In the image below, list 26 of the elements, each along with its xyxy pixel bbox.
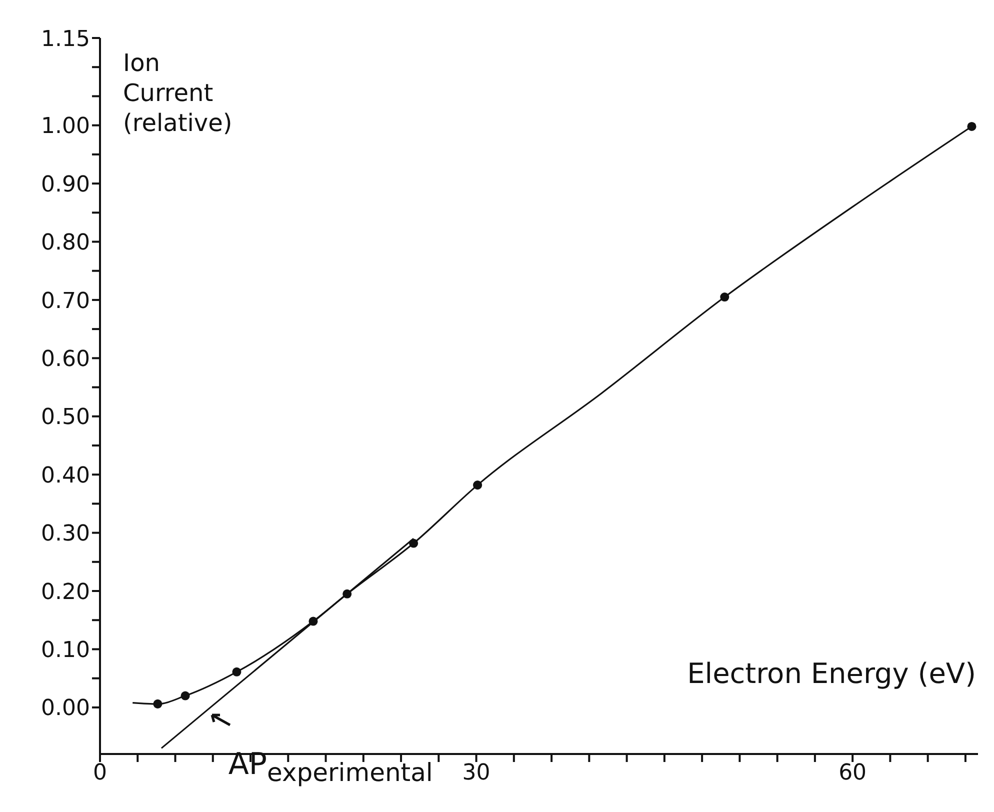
- point: [342, 589, 352, 598]
- y-tick-label: 0.80: [41, 230, 90, 256]
- point: [409, 538, 418, 548]
- point: [720, 292, 730, 302]
- x-tick-label: 30: [462, 760, 490, 786]
- x-tick-label: 60: [838, 760, 867, 786]
- y-tick-label: 0.70: [41, 288, 90, 314]
- y-tick-label: 0.50: [41, 405, 90, 430]
- y-tick-label: 1.00: [41, 114, 90, 140]
- y-tick-label: 0.40: [41, 463, 90, 488]
- point: [473, 480, 482, 490]
- x-axis-title: Electron Energy (eV): [687, 657, 976, 690]
- y-tick-label: 0.20: [41, 580, 90, 605]
- point: [967, 122, 976, 131]
- point: [232, 667, 242, 676]
- y-axis-title: Ion Current (relative): [123, 48, 232, 138]
- point: [180, 691, 190, 700]
- point: [308, 616, 318, 626]
- y-tick-label: 0.10: [41, 638, 90, 664]
- y-tick-label: 0.00: [41, 696, 90, 722]
- y-tick-label: 0.90: [41, 172, 90, 198]
- y-tick-label: 1.15: [41, 26, 90, 52]
- point: [153, 699, 162, 708]
- y-tick-label: 0.60: [41, 346, 90, 372]
- x-tick-label: 0: [93, 760, 107, 786]
- y-tick-label: 0.30: [41, 522, 90, 547]
